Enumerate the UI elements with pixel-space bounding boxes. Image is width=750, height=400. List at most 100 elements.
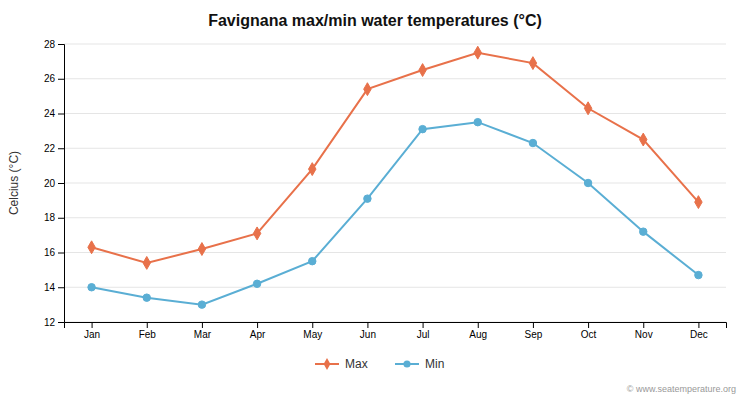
tick-label: Nov [635,329,653,340]
tick: Mar [194,322,212,340]
legend-swatch [403,360,410,367]
tick: 24 [44,108,64,119]
grid-line [64,287,726,288]
marker [695,196,702,209]
tick-label: Jun [360,329,376,340]
y-axis-title: Celcius (°C) [7,151,21,215]
legend-item: Max [315,357,368,371]
tick-mark [58,322,64,323]
tick: 14 [44,282,64,293]
grid-line [64,252,726,253]
marker [419,125,426,132]
marker [198,301,205,308]
tick-label: Mar [194,329,212,340]
tick-mark [367,322,368,328]
tick-mark [202,322,203,328]
tick-mark [423,322,424,328]
tick: 16 [44,247,64,258]
tick-label: 22 [44,143,56,154]
tick-mark [58,287,64,288]
marker [640,228,647,235]
tick-label: Apr [250,329,266,340]
tick-label: 16 [44,247,56,258]
legend-label: Max [345,357,368,371]
marker [474,46,481,59]
tick-label: Aug [469,329,487,340]
tick-label: 24 [44,108,56,119]
series-line [92,53,699,263]
tick: Feb [139,322,157,340]
grid-line [64,183,726,184]
grid-line [64,113,726,114]
marker [88,284,95,291]
tick-mark [58,79,64,80]
marker [640,133,647,146]
marker [309,257,316,264]
tick: Apr [250,322,266,340]
marker [364,83,371,96]
tick: 12 [44,317,64,328]
tick-mark [58,148,64,149]
marks [88,46,702,308]
tick-label: Dec [690,329,708,340]
y-axis: 12 14 16 18 20 22 24 26 28 [44,39,65,328]
axis-line [58,45,65,323]
marker [695,271,702,278]
legend-label: Min [425,357,444,371]
tick: 26 [44,73,64,84]
title: Favignana max/min water temperatures (°C… [208,12,542,29]
tick: 18 [44,212,64,223]
tick: Jan [84,322,100,340]
marker [309,163,316,176]
tick-label: Jul [417,329,430,340]
tick-label: Jan [84,329,100,340]
marker [253,227,260,240]
tick-label: Sep [525,329,543,340]
marker [143,294,150,301]
tick: Sep [525,322,543,340]
tick-mark [312,322,313,328]
marker [253,280,260,287]
marker [584,102,591,115]
tick-mark [478,322,479,328]
tick-mark [58,114,64,115]
series-line [92,122,699,304]
tick-label: 26 [44,73,56,84]
axis-line [65,323,727,329]
x-axis: Jan Feb Mar Apr May Jun Jul Aug Sep Oct Nov Dec [65,322,727,340]
tick-mark [58,253,64,254]
marker [143,256,150,269]
grid-line [64,148,726,149]
tick-mark [588,322,589,328]
marker [529,57,536,70]
tick-label: Feb [139,329,157,340]
tick: Dec [690,322,708,340]
tick: Jun [360,322,376,340]
marker [474,118,481,125]
tick-mark [257,322,258,328]
legend-swatch [324,358,331,370]
tick-label: 12 [44,317,56,328]
grid-line [64,44,726,45]
tick: 22 [44,143,64,154]
marker [419,64,426,77]
tick: 28 [44,39,64,50]
tick-mark [58,44,64,45]
legend: Max Min [315,357,444,371]
tick: Aug [469,322,487,340]
tick: May [303,322,322,340]
tick-label: May [303,329,322,340]
tick-label: 14 [44,282,56,293]
plot: 12 14 16 18 20 22 24 26 28 Jan Feb Mar Apr May Jun Jul A… [44,39,727,340]
tick: Oct [581,322,597,340]
annotation: © www.seatemperature.org [627,384,736,394]
marker [88,241,95,254]
marker [529,139,536,146]
marker [584,179,591,186]
tick-label: 18 [44,212,56,223]
tick-mark [92,322,93,328]
chart: 12 14 16 18 20 22 24 26 28 Jan Feb Mar Apr May Jun Jul A… [0,0,750,400]
tick: Jul [417,322,430,340]
tick-mark [643,322,644,328]
tick-label: 20 [44,178,56,189]
